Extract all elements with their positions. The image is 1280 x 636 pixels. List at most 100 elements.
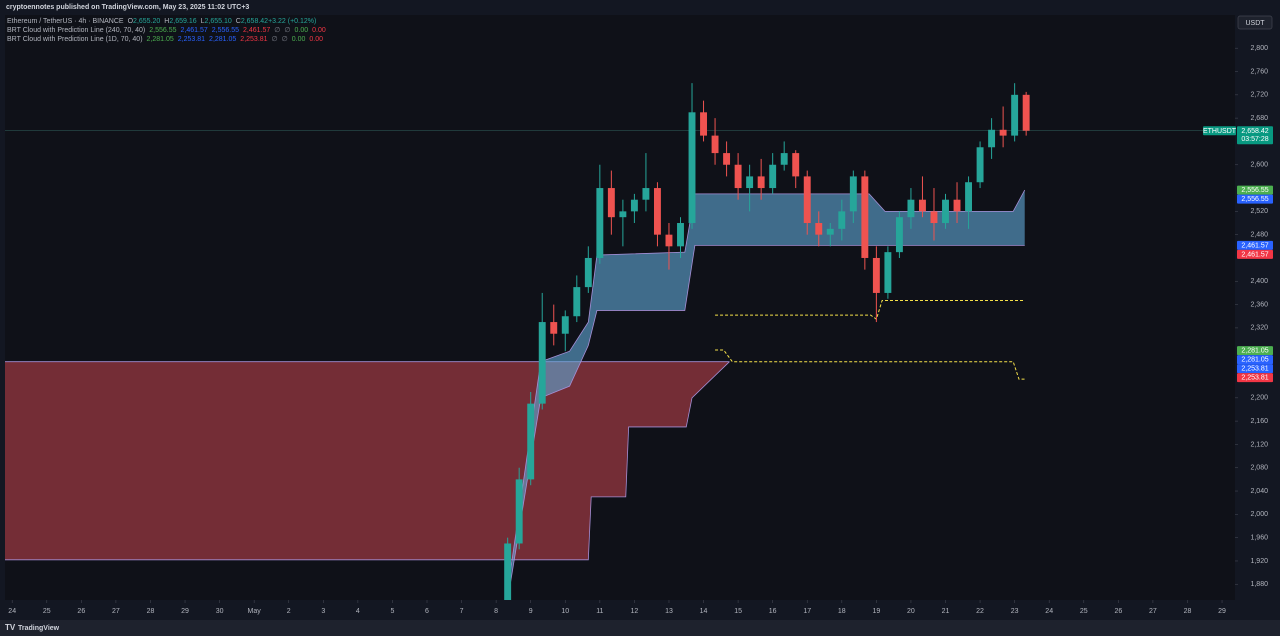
candle-body xyxy=(953,199,961,212)
legend-value: 2,253.81 xyxy=(178,36,205,43)
brand: TradingView xyxy=(18,625,60,632)
y-tick-label: 1,880 xyxy=(1250,581,1268,588)
x-tick-label: 13 xyxy=(665,608,673,615)
x-tick-label: 21 xyxy=(942,608,950,615)
legend-title: BRT Cloud with Prediction Line (240, 70,… xyxy=(7,27,145,34)
candle-body xyxy=(550,322,558,334)
x-tick-label: 3 xyxy=(321,608,325,615)
x-tick-label: 27 xyxy=(112,608,120,615)
price-tag xyxy=(1237,346,1273,356)
candle-body xyxy=(596,188,604,258)
prediction-line xyxy=(715,349,1025,380)
x-tick-label: 19 xyxy=(872,608,880,615)
last-price-tag xyxy=(1237,126,1273,145)
x-tick-label: 6 xyxy=(425,608,429,615)
price-tag xyxy=(1237,249,1273,259)
candle-body xyxy=(630,199,638,212)
candle-body xyxy=(895,217,903,253)
legend-value: +3.22 (+0.12%) xyxy=(268,18,316,25)
x-tick-label: 12 xyxy=(631,608,639,615)
candle-body xyxy=(619,211,627,218)
y-tick-label: 2,040 xyxy=(1250,488,1268,495)
candle-body xyxy=(711,135,719,154)
x-tick-label: 14 xyxy=(700,608,708,615)
candle-body xyxy=(884,252,892,293)
y-tick-label: 2,360 xyxy=(1250,301,1268,308)
cloud-fill xyxy=(5,361,730,560)
x-tick-label: 25 xyxy=(1080,608,1088,615)
legend-value: ∅ xyxy=(272,36,278,43)
y-tick-label: 2,120 xyxy=(1250,441,1268,448)
candle-body xyxy=(757,176,765,189)
candle-body xyxy=(1011,94,1019,136)
x-tick-label: 30 xyxy=(216,608,224,615)
y-tick-label: 1,960 xyxy=(1250,534,1268,541)
x-tick-label: 24 xyxy=(8,608,16,615)
price-tag-label: 2,556.55 xyxy=(1241,196,1268,203)
candle-body xyxy=(515,479,523,544)
candle-body xyxy=(504,543,512,600)
candle-body xyxy=(642,188,650,200)
x-tick-label: 9 xyxy=(529,608,533,615)
x-tick-label: 29 xyxy=(1218,608,1226,615)
x-tick-label: May xyxy=(248,608,262,615)
y-tick-label: 2,720 xyxy=(1250,92,1268,99)
candle-body xyxy=(561,316,569,334)
price-tag-label: 2,556.55 xyxy=(1241,187,1268,194)
y-tick-label: 2,400 xyxy=(1250,278,1268,285)
y-tick-label: 2,760 xyxy=(1250,68,1268,75)
legend-value: 0.00 xyxy=(294,27,308,34)
currency-box[interactable] xyxy=(1237,15,1273,30)
candle-body xyxy=(792,153,800,177)
cloud-lower xyxy=(507,245,1025,600)
candle-body xyxy=(942,199,949,224)
candle-body xyxy=(723,153,731,165)
legend-value: C xyxy=(236,18,241,25)
candle-body xyxy=(838,211,846,229)
x-tick-label: 24 xyxy=(1045,608,1053,615)
legend-value: 2,655.20 xyxy=(133,18,160,25)
legend-value: 0.00 xyxy=(312,27,326,34)
x-tick-label: 23 xyxy=(1011,608,1019,615)
price-tag xyxy=(1237,364,1273,374)
candle-body xyxy=(872,257,880,293)
countdown: 03:57:28 xyxy=(1241,136,1268,143)
price-tag-label: 2,253.81 xyxy=(1241,366,1268,373)
legend-value: 2,281.05 xyxy=(209,36,236,43)
legend-value: 2,253.81 xyxy=(240,36,267,43)
candle-body xyxy=(677,223,684,247)
legend-value: 2,655.10 xyxy=(205,18,232,25)
y-tick-label: 2,480 xyxy=(1250,232,1268,239)
y-tick-label: 2,800 xyxy=(1250,45,1268,52)
price-tag xyxy=(1237,240,1273,250)
y-tick-label: 2,160 xyxy=(1250,418,1268,425)
cloud-lower xyxy=(5,361,730,561)
price-tag-label: 2,281.05 xyxy=(1241,357,1268,364)
candle-body xyxy=(849,176,857,212)
candle-body xyxy=(584,257,592,288)
symbol-tag xyxy=(1203,126,1236,136)
x-tick-label: 20 xyxy=(907,608,915,615)
price-tag xyxy=(1237,373,1273,383)
x-tick-label: 4 xyxy=(356,608,360,615)
cloud-upper xyxy=(507,189,1026,591)
legend-value: O xyxy=(128,18,134,25)
candle-body xyxy=(607,188,615,218)
publisher: cryptoennotes published on TradingView.c… xyxy=(6,4,249,11)
candle-body xyxy=(826,228,834,235)
legend-value: 0.00 xyxy=(309,36,323,43)
y-tick-label: 2,080 xyxy=(1250,465,1268,472)
price-tag-label: 2,461.57 xyxy=(1241,242,1268,249)
legend-value: H xyxy=(164,18,169,25)
candle-body xyxy=(861,176,869,258)
x-tick-label: 5 xyxy=(390,608,394,615)
currency[interactable]: USDT xyxy=(1245,20,1265,27)
x-tick-label: 25 xyxy=(43,608,51,615)
legend-line: BRT Cloud with Prediction Line (1D, 70, … xyxy=(7,36,323,43)
y-tick-label: 2,200 xyxy=(1250,395,1268,402)
x-tick-label: 7 xyxy=(460,608,464,615)
x-tick-label: 28 xyxy=(147,608,155,615)
candle-body xyxy=(653,188,661,235)
